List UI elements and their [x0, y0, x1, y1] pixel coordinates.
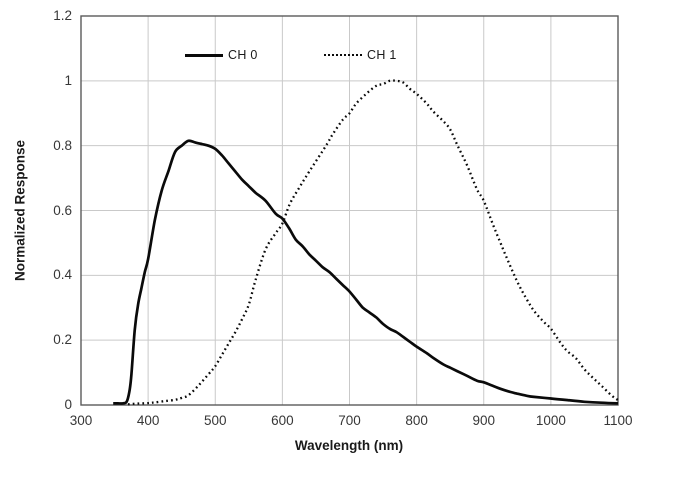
- x-tick-label: 900: [472, 413, 496, 428]
- y-tick-label: 0.4: [53, 267, 72, 283]
- dotted-line-swatch-icon: [324, 54, 362, 56]
- series-curve-ch1: [127, 79, 619, 406]
- y-tick-label: 1.2: [53, 8, 72, 23]
- x-axis-title: Wavelength (nm): [294, 438, 404, 453]
- solid-line-swatch-icon: [185, 53, 223, 57]
- plot-border: [80, 15, 619, 406]
- y-tick-label: 0.8: [53, 137, 72, 153]
- x-tick-label: 800: [405, 413, 428, 428]
- x-tick-label: 700: [338, 413, 361, 428]
- legend-item-ch1: CH 1: [324, 48, 397, 62]
- y-tick-label: 0.2: [53, 332, 72, 348]
- x-tick-label: 1000: [535, 413, 566, 428]
- x-tick-label: 1100: [603, 413, 633, 428]
- legend-label-ch0: CH 0: [228, 48, 258, 62]
- legend-item-ch0: CH 0: [185, 48, 258, 62]
- y-axis-title: Normalized Response: [12, 139, 28, 282]
- legend-label-ch1: CH 1: [367, 48, 397, 62]
- y-tick-label: 0.6: [53, 202, 72, 218]
- y-tick-label: 0: [64, 397, 72, 412]
- y-tick-label: 1: [64, 72, 72, 88]
- series-curve-ch0: [113, 139, 619, 405]
- x-tick-label: 300: [69, 413, 93, 428]
- x-tick-label: 400: [136, 413, 160, 428]
- x-tick-label: 600: [271, 413, 294, 428]
- x-tick-label: 500: [203, 413, 227, 428]
